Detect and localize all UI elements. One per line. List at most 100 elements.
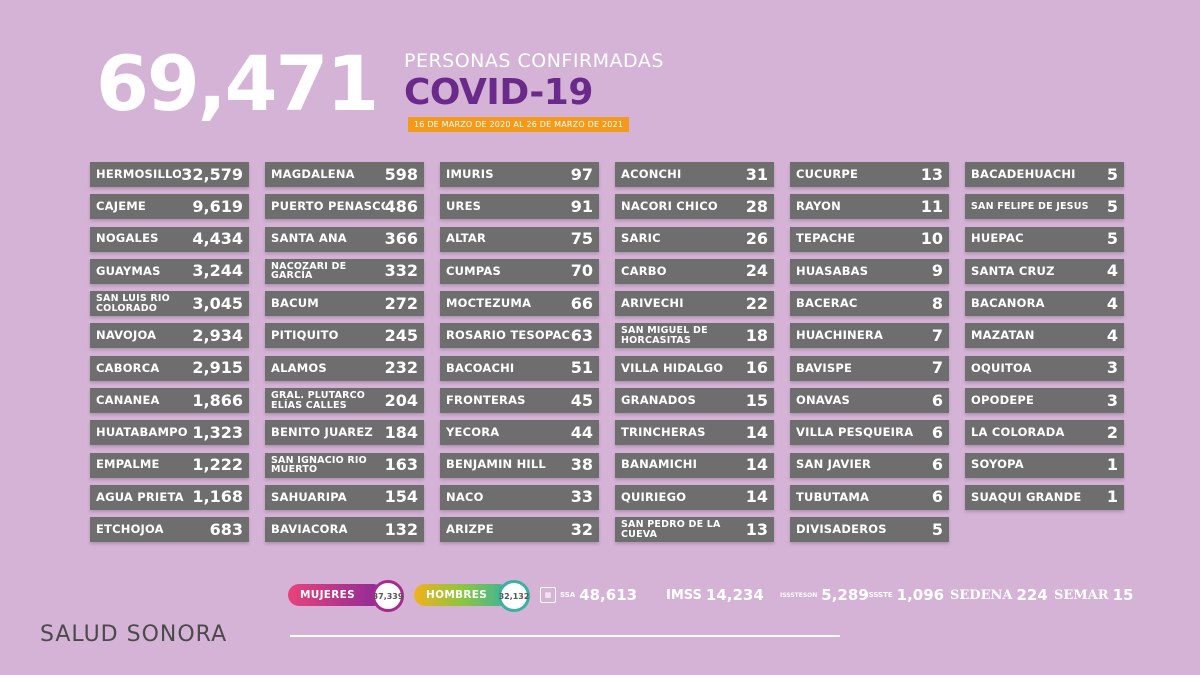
municipality-name: CABORCA — [96, 362, 160, 375]
municipality-count: 1,168 — [192, 487, 243, 507]
municipality-row: CABORCA 2,915 — [90, 355, 249, 381]
municipality-count: 6 — [931, 487, 943, 507]
municipality-name: ACONCHI — [621, 168, 682, 181]
municipality-count: 10 — [920, 229, 943, 249]
municipality-row: SANTA ANA 366 — [265, 226, 424, 252]
municipality-row: CARBÓ 24 — [615, 258, 774, 284]
municipality-name: VILLA HIDALGO — [621, 362, 724, 375]
municipality-row: BACADÉHUACHI 5 — [965, 162, 1124, 187]
ssa-logo-icon: ▦ — [540, 587, 556, 603]
municipality-name: SAHUARIPA — [271, 491, 347, 504]
municipality-count: 5 — [1106, 196, 1118, 216]
municipality-name: MOCTEZUMA — [446, 297, 532, 310]
municipality-name: BAVIÁCORA — [271, 524, 348, 536]
municipality-name: BACADÉHUACHI — [971, 168, 1076, 181]
municipality-name: OPODEPE — [971, 394, 1035, 407]
municipality-row: CANANEA 1,866 — [90, 388, 249, 414]
municipality-count: 3,045 — [192, 293, 243, 313]
municipality-count: 154 — [384, 487, 418, 507]
municipality-row: ARIVECHI 22 — [615, 291, 774, 317]
municipality-count: 91 — [570, 196, 593, 216]
municipality-name: ÁLAMOS — [271, 362, 327, 375]
municipality-name: BAVISPE — [796, 362, 853, 375]
imss-value: 14,234 — [705, 586, 764, 604]
municipality-name: LA COLORADA — [971, 427, 1065, 439]
inst-semar: SEMAR 15 — [1054, 586, 1133, 604]
municipality-name: HERMOSILLO — [96, 168, 182, 181]
municipality-count: 38 — [570, 455, 593, 475]
municipality-count: 1,323 — [192, 422, 243, 442]
municipality-row: FRONTERAS 45 — [440, 388, 599, 414]
municipality-name: OQUITOA — [971, 362, 1032, 375]
municipality-row: SOYOPA 1 — [965, 452, 1124, 478]
footer-stats: MUJERES 37,339 HOMBRES 32,132 ▦ SSA 48,6… — [288, 578, 1168, 614]
municipality-count: 5 — [1106, 229, 1118, 249]
municipality-count: 5 — [931, 519, 943, 539]
municipality-name: HUATABAMPO — [96, 427, 188, 439]
municipality-name: QUIRIEGO — [621, 491, 687, 504]
municipality-count: 45 — [570, 390, 593, 410]
municipality-name: SUAQUI GRANDE — [971, 491, 1082, 504]
date-range-badge: 16 DE MARZO DE 2020 AL 26 DE MARZO DE 20… — [408, 117, 630, 132]
municipality-count: 26 — [745, 229, 768, 249]
municipality-count: 2 — [1106, 422, 1118, 442]
municipality-count: 70 — [570, 261, 593, 281]
municipality-count: 13 — [920, 164, 943, 184]
municipality-row: SAN FELIPE DE JESÚS 5 — [965, 194, 1124, 220]
municipality-name: BÁCUM — [271, 297, 319, 310]
municipality-name: NACO — [446, 491, 484, 504]
municipality-row: OQUITOA 3 — [965, 355, 1124, 381]
municipality-count: 366 — [384, 229, 418, 249]
municipality-name: ALTAR — [446, 233, 487, 245]
municipality-row: YÉCORA 44 — [440, 420, 599, 446]
municipality-name: CUCURPE — [796, 168, 859, 181]
municipality-name: HUÁSABAS — [796, 265, 869, 278]
municipality-row: EMPALME 1,222 — [90, 452, 249, 478]
municipality-count: 4 — [1106, 261, 1118, 281]
municipality-count: 66 — [570, 293, 593, 313]
municipality-row: QUIRIEGO 14 — [615, 484, 774, 510]
municipality-count: 14 — [745, 487, 768, 507]
municipality-column: ACONCHI 31 NÁCORI CHICO 28 SÁRIC 26 CARBÓ 24 ARI… — [615, 162, 774, 550]
municipality-name: NACOZARI DE GARCÍA — [271, 261, 347, 281]
municipality-row: MAGDALENA 598 — [265, 162, 424, 187]
municipality-name: PUERTO PEÑASCO — [271, 201, 385, 213]
municipality-count: 683 — [209, 519, 243, 539]
municipality-count: 22 — [745, 293, 768, 313]
municipality-count: 2,934 — [192, 325, 243, 345]
municipality-name: NAVOJOA — [96, 330, 157, 342]
mujeres-pill: MUJERES 37,339 — [288, 580, 404, 612]
municipality-name: TEPACHE — [796, 233, 856, 245]
municipality-column: MAGDALENA 598 PUERTO PEÑASCO 486 SANTA ANA 36… — [265, 162, 424, 550]
municipality-row: BAVISPE 7 — [790, 355, 949, 381]
municipality-row: MAZATÁN 4 — [965, 323, 1124, 349]
inst-issste: ISSSTE 1,096 — [866, 586, 944, 604]
municipality-name: DIVISADEROS — [796, 524, 887, 536]
municipality-count: 9,619 — [192, 196, 243, 216]
inst-isssteson: ISSSTESON 5,289 — [780, 586, 869, 604]
municipality-count: 1,866 — [192, 390, 243, 410]
municipality-count: 3,244 — [192, 261, 243, 281]
total-confirmed: 69,471 — [96, 39, 379, 128]
sedena-value: 224 — [1016, 586, 1048, 604]
municipality-column: ÍMURIS 97 URES 91 ALTAR 75 CUMPAS 70 MOCTEZUMA 66… — [440, 162, 599, 550]
municipality-name: CANANEA — [96, 394, 160, 407]
municipality-row: GRAL. PLUTARCO ELÍAS CALLES 204 — [265, 388, 424, 414]
municipality-row: ARIZPE 32 — [440, 517, 599, 543]
municipality-name: ÓNAVAS — [796, 394, 851, 407]
municipality-name: SAN FELIPE DE JESÚS — [971, 202, 1089, 212]
municipality-name: SAN IGNACIO RÍO MUERTO — [271, 455, 367, 475]
municipality-name: HUACHINERA — [796, 330, 884, 342]
municipality-count: 132 — [384, 519, 418, 539]
municipality-count: 2,915 — [192, 358, 243, 378]
municipality-row: ALTAR 75 — [440, 226, 599, 252]
municipality-row: ROSARIO TESOPACO 63 — [440, 323, 599, 349]
municipality-name: BENJAMÍN HILL — [446, 459, 546, 471]
municipality-column: HERMOSILLO 32,579 CAJEME 9,619 NOGALES 4,434 G… — [90, 162, 249, 550]
municipality-count: 6 — [931, 455, 943, 475]
municipality-count: 232 — [384, 358, 418, 378]
municipality-name: ROSARIO TESOPACO — [446, 330, 571, 342]
semar-value: 15 — [1112, 586, 1134, 604]
municipality-count: 15 — [745, 390, 768, 410]
inst-imss: IMSS 14,234 — [666, 586, 764, 604]
